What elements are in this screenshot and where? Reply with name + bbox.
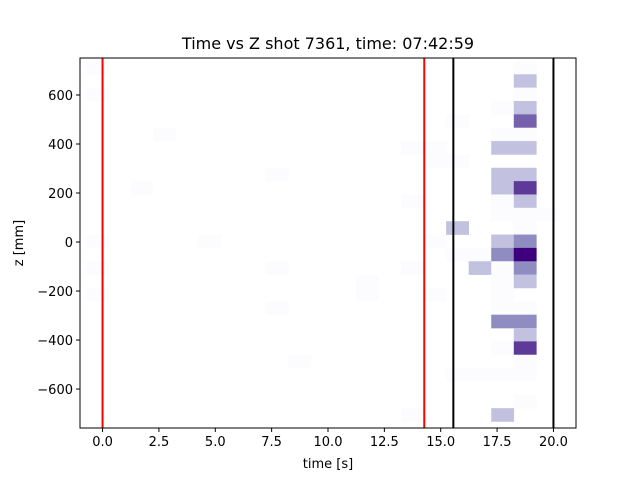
heatmap-cell	[513, 74, 537, 88]
heatmap-cell	[85, 87, 109, 102]
y-tick-label: −600	[37, 383, 73, 398]
x-tick-label: 20.0	[539, 435, 568, 450]
heatmap-cell	[513, 354, 537, 369]
heatmap-cell	[265, 167, 289, 182]
x-tick-label: 0.0	[92, 435, 113, 450]
heatmap-cell	[288, 354, 312, 369]
heatmap-cell	[401, 261, 424, 275]
heatmap-cell	[513, 114, 537, 129]
heatmap-cell	[491, 127, 515, 142]
heatmap-cell	[468, 247, 492, 262]
heatmap-cell	[491, 287, 515, 302]
heatmap-cell	[513, 314, 537, 329]
heatmap-cell	[446, 368, 469, 382]
y-axis-ticks: −600 −400 −200 0 200 400 600	[37, 89, 80, 398]
x-tick-label: 10.0	[314, 435, 343, 450]
heatmap-cell	[401, 194, 424, 209]
heatmap-cell	[491, 181, 515, 195]
heatmap-cell	[491, 141, 515, 155]
y-tick-label: 600	[48, 89, 73, 104]
heatmap-cell	[446, 221, 469, 235]
heatmap-cell	[513, 127, 537, 142]
heatmap-cell	[513, 60, 537, 75]
heatmap-cell	[491, 234, 515, 249]
heatmap-cell	[513, 394, 537, 409]
heatmap-cell	[423, 287, 447, 302]
x-tick-label: 5.0	[205, 435, 226, 450]
x-tick-label: 15.0	[426, 435, 455, 450]
y-tick-label: −200	[37, 285, 73, 300]
y-tick-label: 400	[48, 138, 73, 153]
heatmap-cell	[446, 154, 469, 169]
heatmap-cell	[130, 181, 154, 195]
heatmap-cell	[198, 234, 221, 249]
heatmap-cell	[265, 261, 289, 275]
heatmap-cell	[468, 368, 492, 382]
y-tick-label: −400	[37, 334, 73, 349]
x-axis-label: time [s]	[303, 457, 353, 472]
heatmap-cell	[491, 368, 515, 382]
heatmap-cell	[513, 101, 537, 115]
heatmap-cell	[491, 247, 515, 262]
chart-title: Time vs Z shot 7361, time: 07:42:59	[181, 34, 474, 53]
heatmap-cell	[85, 60, 109, 75]
x-tick-label: 12.5	[370, 435, 399, 450]
heatmap-cell	[491, 341, 515, 356]
heatmap-cell	[491, 274, 515, 289]
heatmap-cell	[513, 87, 537, 102]
heatmap-cell	[513, 194, 537, 209]
marker-lines	[101, 58, 555, 428]
heatmap-cell	[446, 114, 469, 129]
heatmap-cell	[513, 207, 537, 222]
y-axis-label: z [mm]	[12, 220, 27, 266]
heatmap-cell	[401, 141, 424, 155]
heatmap-cell	[513, 247, 537, 262]
heatmap-cell	[85, 234, 109, 249]
y-tick-label: 0	[65, 236, 73, 251]
heatmap-cell	[446, 247, 469, 262]
heatmap-cell	[513, 328, 537, 342]
x-axis-ticks: 0.0 2.5 5.0 7.5 10.0 12.5 15.0 17.5 20.0	[92, 428, 568, 450]
heatmap-cell	[355, 274, 379, 289]
heatmap-cells	[85, 60, 560, 422]
heatmap-cell	[423, 154, 447, 169]
heatmap-cell	[423, 234, 447, 249]
heatmap-cell	[513, 141, 537, 155]
heatmap-cell	[513, 167, 537, 182]
heatmap-cell	[491, 101, 515, 115]
heatmap-cell	[491, 167, 515, 182]
heatmap-cell	[513, 234, 537, 249]
x-tick-label: 7.5	[261, 435, 282, 450]
heatmap-cell	[153, 127, 176, 142]
heatmap-cell	[265, 301, 289, 315]
heatmap-cell	[85, 287, 109, 302]
x-tick-label: 2.5	[149, 435, 170, 450]
heatmap-cell	[491, 207, 515, 222]
heatmap-cell	[491, 408, 515, 422]
heatmap-cell	[491, 194, 515, 209]
x-tick-label: 17.5	[483, 435, 512, 450]
heatmap-cell	[468, 261, 492, 275]
heatmap-cell	[513, 301, 537, 315]
heatmap-cell	[536, 207, 560, 222]
heatmap-cell	[85, 261, 109, 275]
heatmap-cell	[513, 274, 537, 289]
heatmap-cell	[513, 221, 537, 235]
heatmap-cell	[513, 341, 537, 356]
heatmap-cell	[423, 141, 447, 155]
heatmap-cell	[513, 368, 537, 382]
heatmap-cell	[401, 408, 424, 422]
heatmap-cell	[355, 287, 379, 302]
y-tick-label: 200	[48, 187, 73, 202]
heatmap-cell	[491, 314, 515, 329]
heatmap-cell	[491, 261, 515, 275]
heatmap-cell	[513, 181, 537, 195]
heatmap-cell	[491, 301, 515, 315]
heatmap-cell	[513, 261, 537, 275]
